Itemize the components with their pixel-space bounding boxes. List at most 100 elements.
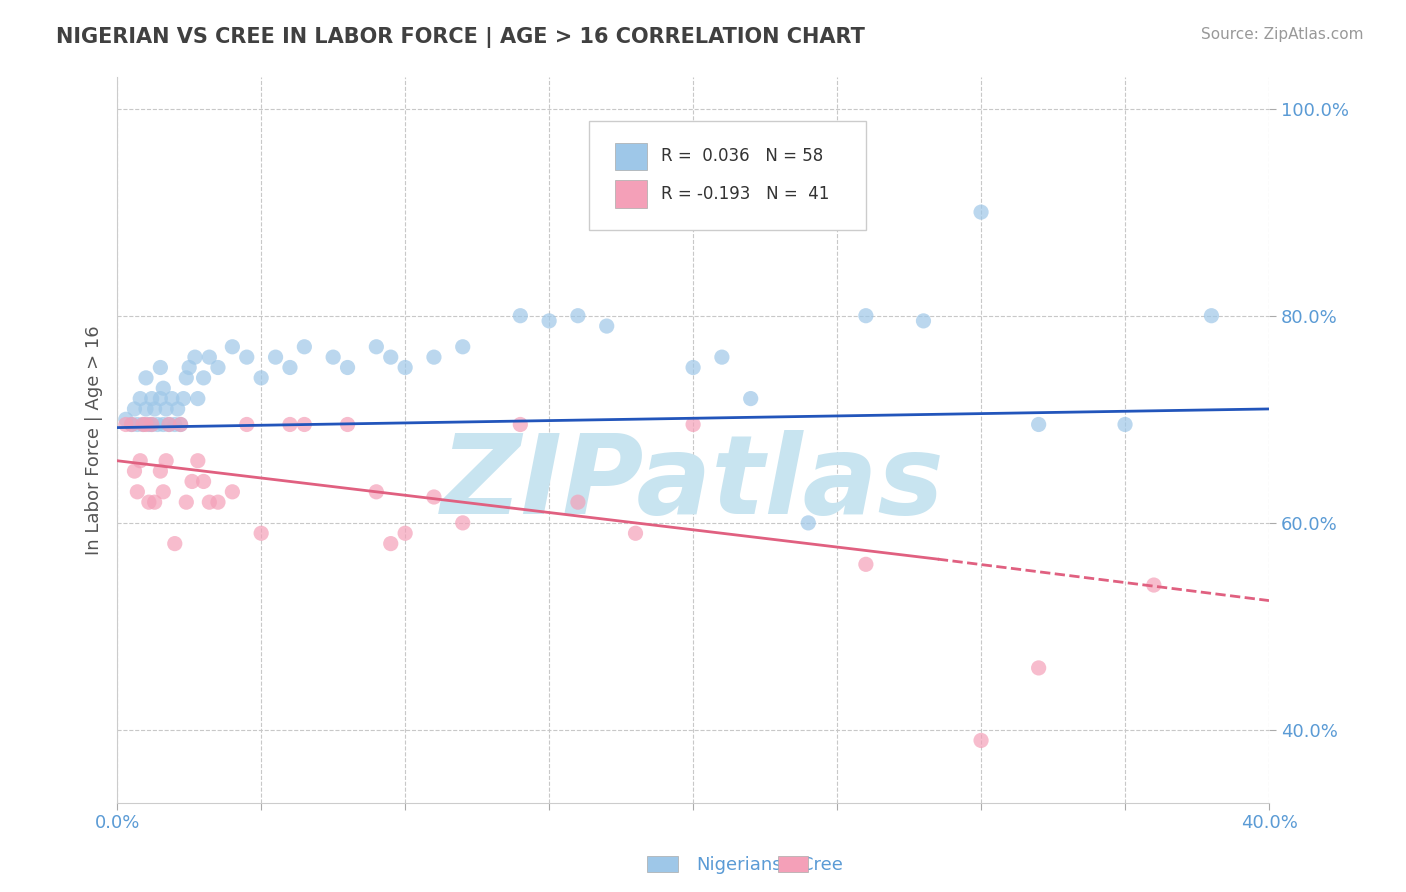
Text: Source: ZipAtlas.com: Source: ZipAtlas.com [1201, 27, 1364, 42]
Point [207, 360, 229, 375]
Point [135, 417, 157, 432]
Point [127, 417, 149, 432]
Point [127, 484, 149, 499]
Point [250, 526, 273, 541]
Text: R = -0.193   N =  41: R = -0.193 N = 41 [661, 186, 830, 203]
Point [1114, 417, 1136, 432]
Point [141, 417, 163, 432]
Point [129, 392, 152, 406]
Point [124, 401, 146, 416]
Point [146, 417, 169, 432]
Point [380, 536, 402, 550]
Point [172, 392, 194, 406]
Point [1028, 417, 1050, 432]
Point [187, 392, 209, 406]
Point [624, 526, 647, 541]
Point [366, 484, 388, 499]
Point [138, 417, 160, 432]
Point [176, 371, 198, 385]
Point [451, 516, 474, 530]
Point [135, 371, 157, 385]
Point [855, 309, 877, 323]
Point [336, 360, 359, 375]
Point [509, 417, 531, 432]
Point [682, 360, 704, 375]
Text: ZIPatlas: ZIPatlas [441, 430, 945, 537]
Point [157, 417, 180, 432]
Point [278, 417, 301, 432]
Point [236, 350, 259, 364]
Point [149, 464, 172, 478]
Point [682, 417, 704, 432]
Point [149, 360, 172, 375]
Point [509, 309, 531, 323]
Point [176, 495, 198, 509]
Point [121, 417, 143, 432]
Point [157, 417, 180, 432]
Point [141, 392, 163, 406]
Text: Cree: Cree [801, 856, 844, 874]
Point [124, 464, 146, 478]
Point [114, 412, 136, 426]
Point [322, 350, 344, 364]
Point [221, 484, 243, 499]
Point [160, 392, 183, 406]
Point [740, 392, 762, 406]
Point [221, 340, 243, 354]
Point [169, 417, 191, 432]
Point [138, 495, 160, 509]
Point [292, 340, 315, 354]
Point [855, 558, 877, 572]
Point [394, 360, 416, 375]
Point [121, 417, 143, 432]
Point [710, 350, 733, 364]
Point [143, 401, 166, 416]
Point [152, 417, 174, 432]
Point [278, 360, 301, 375]
Point [181, 475, 204, 489]
FancyBboxPatch shape [589, 121, 866, 230]
Point [538, 314, 561, 328]
Point [155, 401, 177, 416]
Point [264, 350, 287, 364]
Point [366, 340, 388, 354]
Point [1143, 578, 1166, 592]
Point [207, 495, 229, 509]
Point [149, 392, 172, 406]
Point [970, 205, 993, 219]
Point [155, 454, 177, 468]
Point [596, 319, 619, 334]
Point [198, 350, 221, 364]
Point [141, 417, 163, 432]
Point [163, 536, 186, 550]
Point [250, 371, 273, 385]
Point [114, 417, 136, 432]
Point [198, 495, 221, 509]
Point [1201, 309, 1223, 323]
Point [567, 495, 589, 509]
FancyBboxPatch shape [614, 180, 647, 208]
FancyBboxPatch shape [614, 143, 647, 170]
Point [451, 340, 474, 354]
Point [567, 309, 589, 323]
Text: NIGERIAN VS CREE IN LABOR FORCE | AGE > 16 CORRELATION CHART: NIGERIAN VS CREE IN LABOR FORCE | AGE > … [56, 27, 865, 48]
Point [163, 417, 186, 432]
Point [152, 381, 174, 395]
Point [184, 350, 207, 364]
Point [179, 360, 201, 375]
Y-axis label: In Labor Force | Age > 16: In Labor Force | Age > 16 [86, 326, 103, 555]
Point [169, 417, 191, 432]
Point [152, 484, 174, 499]
Point [166, 401, 188, 416]
Point [423, 490, 446, 504]
Point [970, 733, 993, 747]
Point [143, 495, 166, 509]
Point [912, 314, 935, 328]
Text: R =  0.036   N = 58: R = 0.036 N = 58 [661, 147, 823, 166]
Point [423, 350, 446, 364]
Point [797, 516, 820, 530]
Point [1028, 661, 1050, 675]
Point [132, 417, 155, 432]
Point [336, 417, 359, 432]
Point [132, 417, 155, 432]
